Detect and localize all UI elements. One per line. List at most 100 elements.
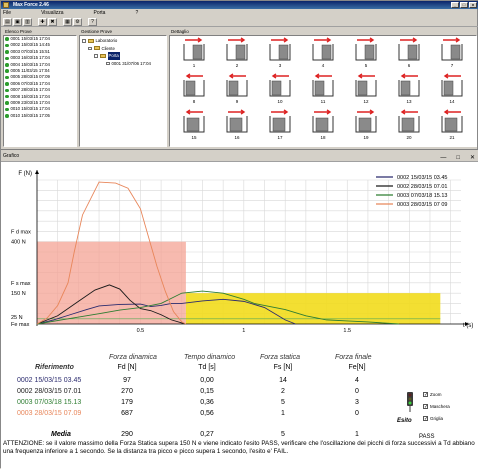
dettaglio-cell[interactable]: 18 [302,108,342,144]
dettaglio-number: 13 [406,99,412,104]
dettaglio-cell[interactable]: 10 [259,72,299,108]
prova-item[interactable]: 0009 23/03/15 17:04 [4,100,76,106]
prova-label: 0005 11/03/15 17:04 [10,67,50,73]
status-dot-icon [5,88,9,93]
esito-label: Esito [397,418,412,424]
table-row-riferimento[interactable]: 0002 28/03/15 07.01 [17,388,82,395]
tree-node-cliente[interactable]: Cliente [82,45,166,53]
menu-file[interactable]: File [3,10,12,16]
delete-icon[interactable]: ✖ [48,17,57,26]
grafico-title: Grafico [3,153,20,159]
dettaglio-cell[interactable]: 12 [345,72,385,108]
dettaglio-number: 1 [192,63,196,68]
prova-item[interactable]: 0003 16/03/15 17:04 [4,55,76,61]
status-dot-icon [5,75,9,80]
tree-root[interactable]: Laboratorio [82,37,166,45]
chart-icon[interactable]: ▦ [63,17,72,26]
print-icon[interactable]: ▥ [23,17,32,26]
table-cell-fe: 3 [355,399,359,406]
menu-porta[interactable]: Porta [93,10,106,16]
help-icon[interactable]: ? [88,17,97,26]
prova-item[interactable]: 0003 07/03/15 15:51 [4,49,76,55]
dettaglio-cell[interactable]: 5 [345,36,385,72]
y-tick-label: 25 N [11,315,23,321]
menu-help[interactable]: ? [135,10,139,16]
dettaglio-number: 20 [406,135,412,140]
door-test-icon [269,109,291,133]
door-test-icon [226,37,248,61]
prova-item[interactable]: 0006 07/03/15 17:04 [4,81,76,87]
tree-item[interactable]: 0001 31/07/06 17:04 [82,60,151,68]
x-axis-arrow-icon [465,322,469,326]
prova-item[interactable]: 0004 15/03/15 17:04 [4,62,76,68]
prova-item[interactable]: 0007 28/03/15 17:04 [4,87,76,93]
grafico-minimize-button[interactable]: — [440,155,447,161]
prova-item[interactable]: 0005 11/03/15 17:04 [4,68,76,74]
door-test-icon [441,73,463,97]
door-test-icon [441,109,463,133]
window-controls: _ □ x [451,2,477,8]
dettaglio-cell[interactable]: 3 [259,36,299,72]
dettaglio-cell[interactable]: 9 [216,72,256,108]
menu-visualizza[interactable]: Visualizza [41,10,64,16]
dettaglio-cell[interactable]: 8 [173,72,213,108]
dettaglio-number: 11 [320,99,326,104]
status-dot-icon [5,82,9,86]
dettaglio-cell[interactable]: 13 [388,72,428,108]
prova-item[interactable]: 0005 28/03/15 07:09 [4,74,76,80]
open-icon[interactable]: ▤ [3,17,12,26]
dettaglio-number: 8 [192,99,196,104]
dynamic-threshold-area [37,241,186,324]
dettaglio-cell[interactable]: 4 [302,36,342,72]
prova-label: 0003 16/03/15 17:04 [10,55,50,61]
dettaglio-number: 3 [278,63,282,68]
dettaglio-cell[interactable]: 14 [431,72,471,108]
results-table: Forza dinamica Tempo dinamico Forza stat… [1,350,478,445]
save-icon[interactable]: ▣ [13,17,22,26]
tree-item[interactable]: 0002 21/07/06 17:04 [153,60,166,68]
tree-item-label: 0001 31/07/06 17:04 [111,60,151,66]
prova-item[interactable]: 0008 15/03/15 17:04 [4,94,76,100]
warning-text: ATTENZIONE: se il valore massimo della F… [3,440,475,455]
dettaglio-cell[interactable]: 1 [173,36,213,72]
table-cell-fs: 1 [281,410,285,417]
dettaglio-cell[interactable]: 19 [345,108,385,144]
elenco-prove-title: Elenco Prove [5,29,32,34]
griglia-checkbox[interactable]: ✓ Griglia [423,416,444,422]
new-test-icon[interactable]: ✚ [38,17,47,26]
media-fs: 5 [281,431,285,438]
y-axis-label: F (N) [18,171,32,177]
dettaglio-cell[interactable]: 2 [216,36,256,72]
table-row-riferimento[interactable]: 0003 07/03/18 15.13 [17,399,82,406]
grafico-maximize-button[interactable]: □ [456,155,460,161]
hdr-fd: Fd [N] [117,364,137,371]
grafico-close-button[interactable]: ✕ [469,155,475,161]
table-row-riferimento[interactable]: 0002 15/03/15 03.45 [17,377,82,384]
table-cell-td: 0,36 [200,399,214,406]
dettaglio-cell[interactable]: 20 [388,108,428,144]
dettaglio-number: 7 [450,63,454,68]
dettaglio-cell[interactable]: 11 [302,72,342,108]
maximize-button[interactable]: □ [460,2,468,8]
dettaglio-cell[interactable]: 17 [259,108,299,144]
dettaglio-cell[interactable]: 16 [216,108,256,144]
settings-icon[interactable]: ⚙ [73,17,82,26]
prova-item[interactable]: 0001 15/03/15 17:04 [4,36,76,42]
prova-item[interactable]: 0002 15/03/15 14:45 [4,42,76,48]
dettaglio-title: Dettaglio [171,29,189,34]
table-row-riferimento[interactable]: 0003 28/03/15 07.09 [17,410,82,417]
maschera-checkbox[interactable]: ✓ Maschera [423,404,450,410]
dettaglio-cell[interactable]: 15 [173,108,213,144]
dettaglio-cell[interactable]: 21 [431,108,471,144]
prova-item[interactable]: 0010 15/03/15 17:05 [4,113,76,119]
tree-node-porta[interactable]: Porta [82,52,166,60]
dettaglio-cell[interactable]: 7 [431,36,471,72]
minimize-button[interactable]: _ [451,2,459,8]
dettaglio-number: 12 [363,99,369,104]
zoom-checkbox[interactable]: ✓ Zoom [423,392,442,398]
dettaglio-cell[interactable]: 6 [388,36,428,72]
dettaglio-number: 21 [449,135,455,140]
prova-item[interactable]: 0010 15/03/15 17:04 [4,106,76,112]
close-button[interactable]: x [469,2,477,8]
